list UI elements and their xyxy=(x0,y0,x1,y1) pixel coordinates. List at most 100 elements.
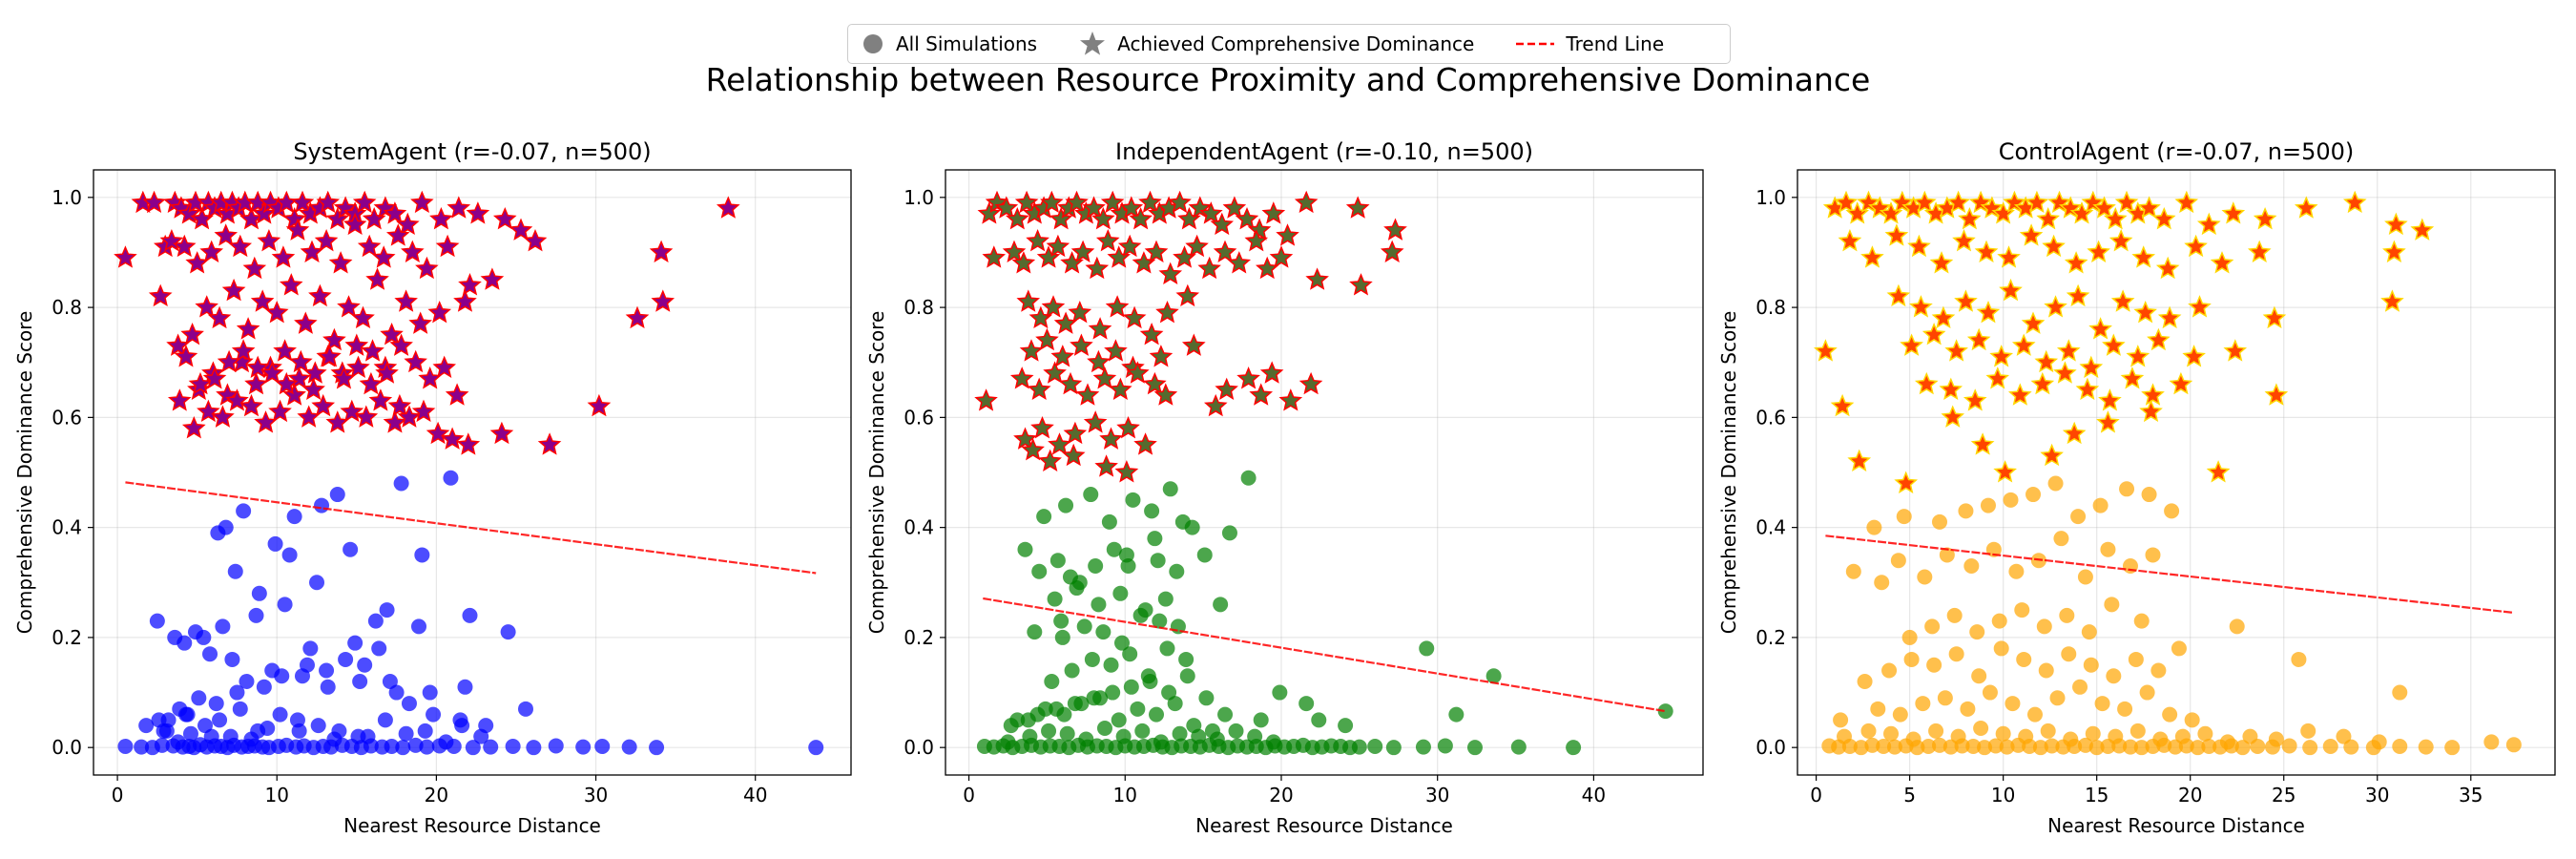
data-point xyxy=(277,597,293,613)
data-point xyxy=(1106,541,1122,557)
achieved-marker xyxy=(380,322,404,346)
data-point xyxy=(1122,646,1138,662)
achieved-marker xyxy=(1952,228,1976,252)
data-point xyxy=(1870,701,1886,717)
achieved-marker xyxy=(1109,377,1132,400)
achieved-marker xyxy=(2188,295,2212,318)
achieved-marker xyxy=(429,206,453,230)
achieved-marker xyxy=(142,190,166,214)
achieved-marker xyxy=(1294,190,1319,214)
data-point xyxy=(2047,475,2064,492)
x-axis-label: Nearest Resource Distance xyxy=(1195,814,1453,837)
achieved-marker xyxy=(2382,240,2406,262)
achieved-marker xyxy=(225,388,249,411)
data-point xyxy=(239,674,255,690)
achieved-marker xyxy=(1114,460,1139,483)
achieved-marker xyxy=(2064,251,2088,274)
achieved-marker xyxy=(1011,251,1036,274)
achieved-marker xyxy=(188,371,213,395)
achieved-marker xyxy=(523,228,548,252)
data-point xyxy=(187,624,203,640)
data-point xyxy=(197,718,214,734)
achieved-marker xyxy=(185,251,209,274)
data-point xyxy=(151,712,167,728)
achieved-marker xyxy=(1946,190,1970,214)
data-point xyxy=(1890,553,1906,569)
x-axis-label: Nearest Resource Distance xyxy=(343,814,601,837)
data-point xyxy=(1101,513,1117,530)
data-point xyxy=(1130,701,1146,717)
data-point xyxy=(2234,740,2251,756)
achieved-marker xyxy=(1305,267,1329,290)
achieved-marker xyxy=(383,201,407,224)
achieved-marker xyxy=(271,245,296,268)
achieved-marker xyxy=(1941,405,1965,428)
achieved-marker xyxy=(2196,212,2221,236)
achieved-marker xyxy=(1349,273,1373,296)
achieved-marker xyxy=(1884,223,1909,246)
data-point xyxy=(267,535,283,552)
achieved-marker xyxy=(1038,449,1062,471)
data-point xyxy=(2281,738,2297,754)
x-tick-label: 5 xyxy=(1903,784,1916,807)
achieved-marker xyxy=(2384,212,2408,236)
achieved-marker xyxy=(2342,190,2367,214)
data-point xyxy=(232,701,248,717)
achieved-marker xyxy=(290,190,315,214)
data-point xyxy=(2026,706,2043,723)
data-point xyxy=(407,737,424,753)
achieved-marker xyxy=(1085,256,1110,280)
achieved-marker xyxy=(1847,449,1872,471)
achieved-marker xyxy=(1185,234,1209,258)
data-point xyxy=(1837,728,1853,744)
data-point xyxy=(302,640,319,657)
data-point xyxy=(215,618,231,635)
data-point xyxy=(1228,723,1244,739)
data-point xyxy=(2025,487,2042,503)
data-point xyxy=(343,541,359,557)
data-point xyxy=(1049,553,1066,569)
achieved-marker xyxy=(264,300,289,324)
data-point xyxy=(1265,734,1281,750)
data-point xyxy=(352,674,368,690)
data-point xyxy=(1031,563,1048,579)
achieved-marker xyxy=(1002,240,1027,262)
data-point xyxy=(1928,723,1944,739)
achieved-marker xyxy=(337,295,361,318)
achieved-marker xyxy=(2030,371,2055,395)
data-point xyxy=(500,624,516,640)
achieved-marker xyxy=(1380,240,1404,262)
data-point xyxy=(2092,497,2109,513)
data-point xyxy=(202,646,218,662)
achieved-marker xyxy=(2262,305,2287,329)
data-point xyxy=(2242,728,2258,744)
achieved-marker xyxy=(1974,240,1999,262)
data-point xyxy=(1845,563,1861,579)
data-point xyxy=(1088,557,1104,574)
achieved-marker xyxy=(1040,190,1064,214)
data-point xyxy=(2392,739,2408,755)
data-point xyxy=(338,651,354,667)
data-point xyxy=(1178,651,1195,667)
achieved-marker xyxy=(1050,345,1075,367)
data-point xyxy=(1977,740,1993,756)
achieved-marker xyxy=(199,240,224,262)
achieved-marker xyxy=(2062,421,2087,445)
achieved-marker xyxy=(1139,322,1164,346)
achieved-marker xyxy=(1931,305,1956,329)
data-point xyxy=(808,740,824,756)
data-point xyxy=(251,585,267,601)
achieved-marker xyxy=(649,240,674,262)
achieved-marker xyxy=(1122,305,1147,329)
data-point xyxy=(443,470,459,486)
achieved-marker xyxy=(2066,283,2090,307)
data-point xyxy=(393,475,409,492)
data-point xyxy=(2044,738,2060,754)
achieved-marker xyxy=(1104,339,1128,362)
achieved-marker xyxy=(716,196,740,219)
data-point xyxy=(1864,737,1880,753)
data-point xyxy=(2291,651,2307,667)
achieved-marker xyxy=(285,218,310,241)
achieved-marker xyxy=(415,256,439,280)
achieved-marker xyxy=(389,333,413,356)
